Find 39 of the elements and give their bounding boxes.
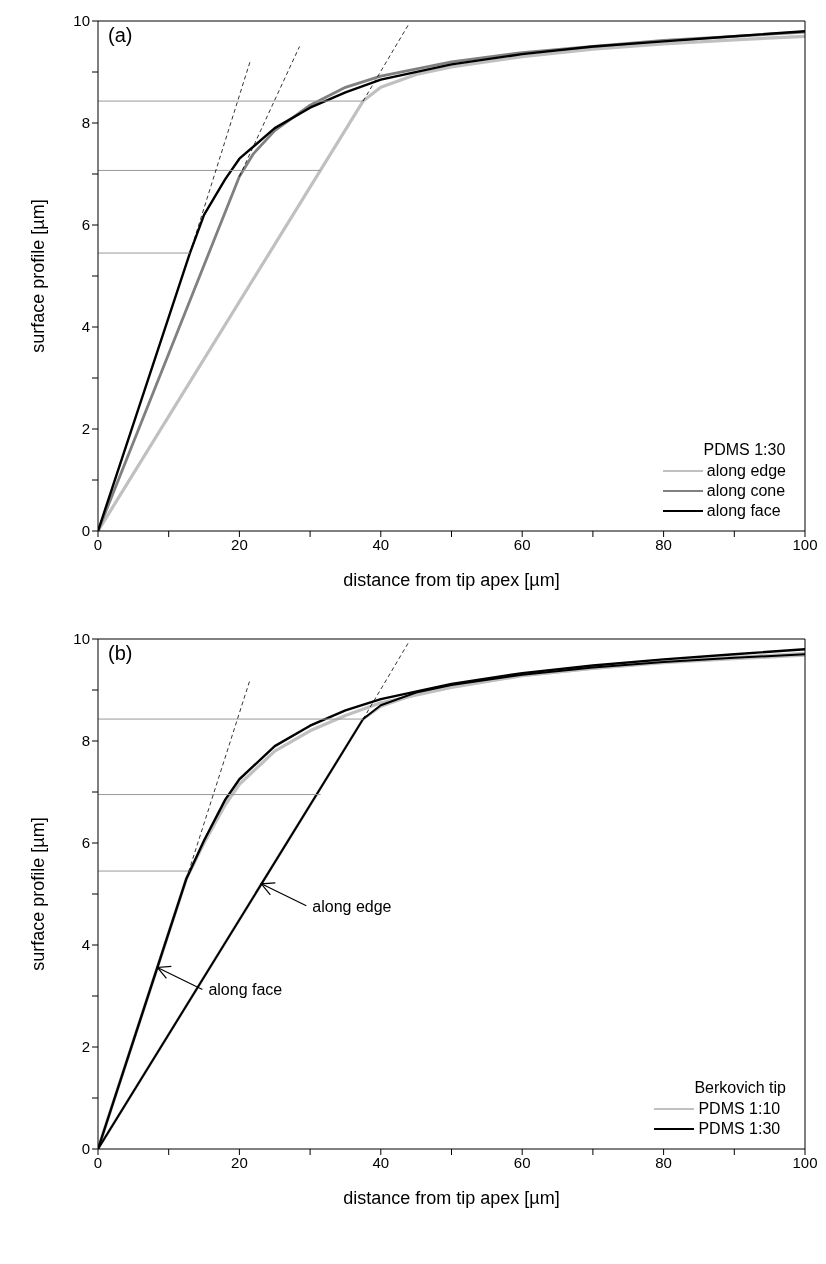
x-axis-title: distance from tip apex [µm] <box>343 1188 560 1208</box>
annotation: along face <box>208 981 283 999</box>
y-tick-label: 2 <box>81 420 90 438</box>
annotation: along edge <box>312 897 392 915</box>
x-tick-label: 60 <box>513 535 531 553</box>
x-tick-label: 40 <box>372 1153 390 1171</box>
legend-title: Berkovich tip <box>693 1079 786 1097</box>
legend-label: along face <box>706 502 781 520</box>
y-tick-label: 8 <box>81 114 90 132</box>
y-tick-label: 0 <box>81 1140 90 1158</box>
legend-label: PDMS 1:30 <box>698 1120 781 1138</box>
legend-label: PDMS 1:10 <box>698 1100 781 1118</box>
y-axis-title: surface profile [µm] <box>28 199 49 353</box>
x-tick-label: 80 <box>655 1153 672 1171</box>
x-tick-label: 20 <box>231 1153 248 1171</box>
y-axis-title: surface profile [µm] <box>28 817 49 971</box>
y-tick-label: 6 <box>81 216 90 234</box>
chart-title: (b) <box>108 642 133 665</box>
x-tick-label: 100 <box>792 1153 818 1171</box>
x-tick-label: 100 <box>792 535 818 553</box>
y-tick-label: 10 <box>73 630 90 648</box>
y-tick-label: 10 <box>73 12 90 30</box>
x-tick-label: 0 <box>93 1153 103 1171</box>
legend-title: PDMS 1:30 <box>702 441 786 459</box>
x-tick-label: 40 <box>372 535 390 553</box>
y-tick-label: 4 <box>81 936 90 954</box>
legend-label: along edge <box>706 462 786 480</box>
y-tick-label: 8 <box>81 732 90 750</box>
x-tick-label: 60 <box>513 1153 531 1171</box>
x-tick-label: 0 <box>93 535 103 553</box>
chart-title: (a) <box>108 24 133 47</box>
x-axis-title: distance from tip apex [µm] <box>343 570 560 590</box>
y-tick-label: 4 <box>81 318 90 336</box>
y-tick-label: 2 <box>81 1038 90 1056</box>
x-tick-label: 80 <box>655 535 672 553</box>
y-tick-label: 6 <box>81 834 90 852</box>
legend-label: along cone <box>706 482 786 500</box>
x-tick-label: 20 <box>231 535 248 553</box>
y-tick-label: 0 <box>81 522 90 540</box>
